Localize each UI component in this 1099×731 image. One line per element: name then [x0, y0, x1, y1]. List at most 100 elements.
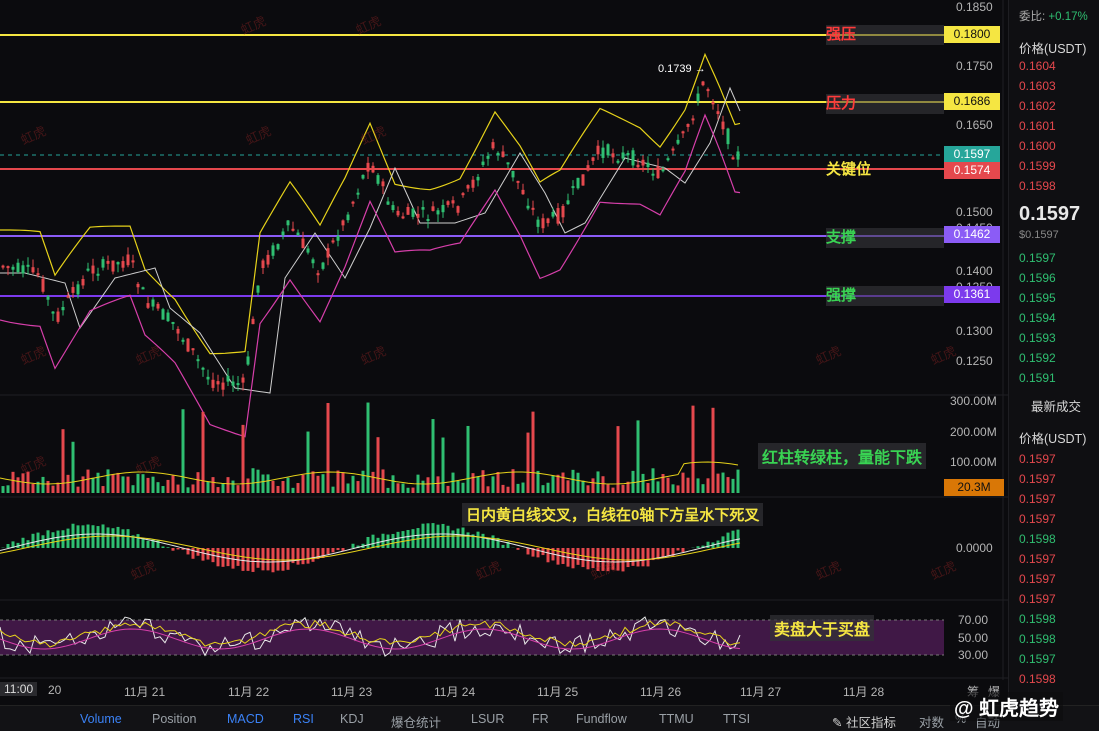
- tab-fr[interactable]: FR: [532, 712, 549, 726]
- macd-histogram-bar: [396, 531, 400, 548]
- candle-body: [706, 89, 710, 92]
- rsi-axis-label: 30.00: [958, 648, 989, 662]
- candle-body: [411, 208, 415, 217]
- tab-macd[interactable]: MACD: [227, 712, 264, 726]
- candle-body: [676, 139, 680, 144]
- macd-histogram-bar: [51, 532, 55, 548]
- candle-body: [41, 278, 45, 292]
- macd-histogram-bar: [606, 548, 610, 572]
- candle-body: [241, 377, 245, 383]
- volume-bar: [336, 470, 340, 493]
- community-indicators-button[interactable]: ✎ 社区指标: [832, 712, 896, 731]
- macd-histogram-bar: [171, 548, 175, 551]
- macd-histogram-bar: [71, 523, 75, 548]
- chart-area[interactable]: 虹虎 虹虎 虹虎 虹虎 虹虎 虹虎 虹虎 虹虎 虹虎 虹虎 虹虎 虹虎 虹虎 虹…: [0, 0, 1008, 705]
- volume-bar: [661, 474, 665, 493]
- volume-bar: [526, 432, 530, 493]
- candle-body: [16, 262, 20, 273]
- bid-price[interactable]: 0.1592: [1019, 351, 1056, 365]
- volume-bar: [141, 474, 145, 493]
- ask-price[interactable]: 0.1602: [1019, 99, 1056, 113]
- candle-body: [456, 206, 460, 213]
- ask-price[interactable]: 0.1598: [1019, 179, 1056, 193]
- candle-body: [236, 383, 240, 386]
- peak-price-label: 0.1739 →: [658, 63, 706, 75]
- rsi-line-3: [0, 619, 741, 648]
- bid-price[interactable]: 0.1595: [1019, 291, 1056, 305]
- volume-bar: [446, 485, 450, 493]
- volume-bar: [126, 476, 130, 493]
- volume-bar: [581, 480, 585, 493]
- macd-histogram-bar: [291, 548, 295, 564]
- price-chart-svg[interactable]: [0, 0, 1008, 705]
- tab-rsi[interactable]: RSI: [293, 712, 314, 726]
- candle-body: [391, 205, 395, 211]
- time-axis-label: 11月 25: [537, 685, 579, 699]
- ask-price[interactable]: 0.1601: [1019, 119, 1056, 133]
- macd-histogram-bar: [446, 525, 450, 548]
- macd-histogram-bar: [701, 545, 705, 548]
- trade-row: 0.1597: [1019, 512, 1056, 526]
- ask-price[interactable]: 0.1599: [1019, 159, 1056, 173]
- candle-body: [576, 177, 580, 189]
- volume-bar: [271, 481, 275, 493]
- candle-body: [81, 279, 85, 286]
- macd-histogram-bar: [191, 548, 195, 559]
- bid-price[interactable]: 0.1593: [1019, 331, 1056, 345]
- tab-ttmu[interactable]: TTMU: [659, 712, 694, 726]
- volume-bar: [66, 474, 70, 493]
- macd-histogram-bar: [116, 526, 120, 548]
- tab-position[interactable]: Position: [152, 712, 197, 726]
- volume-bar: [256, 469, 260, 493]
- ask-price[interactable]: 0.1604: [1019, 59, 1056, 73]
- candle-body: [376, 175, 380, 184]
- volume-bar: [471, 473, 475, 493]
- volume-bar: [691, 405, 695, 493]
- ask-price[interactable]: 0.1600: [1019, 139, 1056, 153]
- tab-kdj[interactable]: KDJ: [340, 712, 364, 726]
- log-scale-toggle[interactable]: 对数: [919, 716, 945, 730]
- macd-histogram-bar: [651, 548, 655, 561]
- tab-lsur[interactable]: LSUR: [471, 712, 505, 726]
- volume-bar: [561, 472, 565, 493]
- macd-dif-line: [0, 533, 741, 563]
- ratio-value: +0.17%: [1048, 11, 1088, 23]
- price-tag-current: 0.1597: [944, 146, 1000, 163]
- bid-price[interactable]: 0.1591: [1019, 371, 1056, 385]
- volume-bar: [6, 485, 10, 493]
- candle-body: [171, 321, 175, 324]
- macd-histogram-bar: [406, 529, 410, 548]
- macd-histogram-bar: [341, 548, 345, 552]
- volume-bar: [636, 420, 640, 493]
- candle-body: [506, 162, 510, 165]
- volume-bar: [646, 483, 650, 493]
- bid-price[interactable]: 0.1596: [1019, 271, 1056, 285]
- tab-ttsi[interactable]: TTSI: [723, 712, 751, 726]
- candle-body: [156, 303, 160, 309]
- macd-histogram-bar: [646, 548, 650, 567]
- macd-histogram-bar: [6, 543, 10, 548]
- candle-body: [176, 328, 180, 334]
- volume-bar: [321, 474, 325, 493]
- volume-bar: [666, 477, 670, 493]
- candle-body: [21, 265, 25, 274]
- macd-histogram-bar: [256, 548, 260, 568]
- volume-tag: 20.3M: [944, 479, 1004, 496]
- volume-bar: [521, 482, 525, 493]
- rsi-axis-label: 50.00: [958, 631, 989, 645]
- candle-body: [286, 220, 290, 226]
- tab-fundflow[interactable]: Fundflow: [576, 712, 627, 726]
- macd-histogram-bar: [576, 548, 580, 565]
- time-axis-label: 11:00: [0, 682, 38, 696]
- bid-price[interactable]: 0.1594: [1019, 311, 1056, 325]
- tab-volume[interactable]: Volume: [80, 712, 122, 726]
- candle-body: [196, 359, 200, 362]
- candle-body: [166, 312, 170, 322]
- ask-price[interactable]: 0.1603: [1019, 79, 1056, 93]
- order-book-ratio: 委比: +0.17%: [1019, 8, 1088, 24]
- upper-band-line: [0, 52, 741, 355]
- volume-axis-label: 300.00M: [950, 394, 997, 408]
- tab-liquidation[interactable]: 爆仓统计: [391, 716, 442, 730]
- bid-price[interactable]: 0.1597: [1019, 251, 1056, 265]
- candle-body: [181, 339, 185, 342]
